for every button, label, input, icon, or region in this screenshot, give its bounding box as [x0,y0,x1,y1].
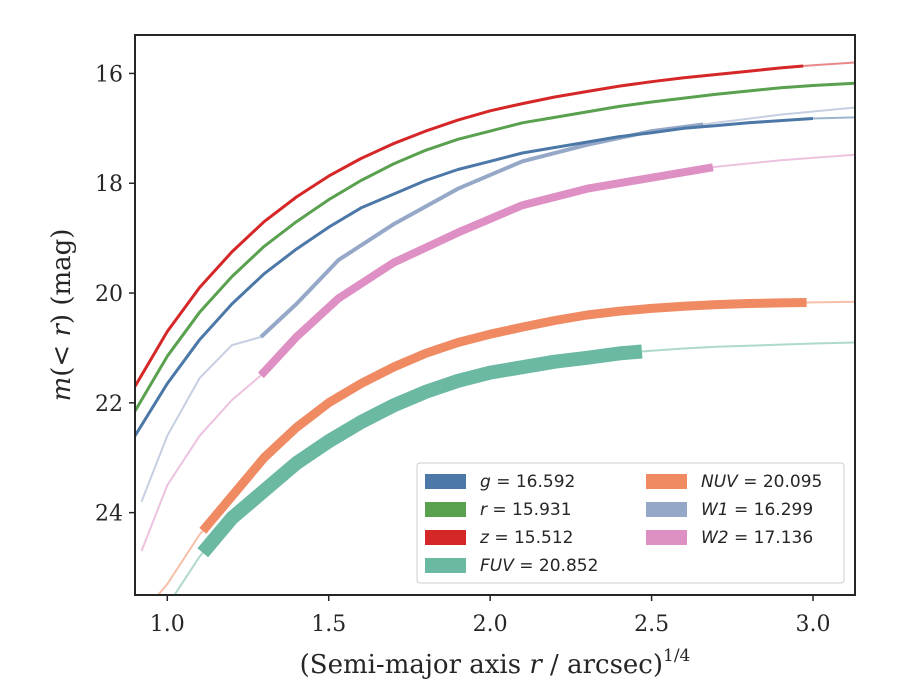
legend-band-value: = 20.852 [514,556,599,576]
legend-label-fuv: FUV = 20.852 [480,556,598,576]
series-g-line [135,117,814,437]
legend-swatch-nuv [646,474,687,489]
series-g-extrapolated-outer [812,116,855,120]
legend-swatch-w2 [646,530,687,545]
legend-band-name: z [479,528,490,548]
legend-band-name: g [480,472,491,492]
series-layer [135,61,855,595]
x-axis-title: (Semi-major axis r / arcsec)1/4 [300,646,691,680]
x-tick-label: 2.0 [473,612,508,637]
y-tick-label: 16 [95,62,123,87]
x-tick-label: 1.0 [150,612,185,637]
series-w1-extrapolated-inner [140,336,262,503]
legend-label-r: r = 15.931 [480,500,572,520]
series-w2-extrapolated-outer [712,153,855,169]
plot-frame [134,34,856,596]
y-axis-title-var2: r [47,323,77,337]
series-w1-extrapolated-outer [703,106,855,126]
x-axis-title-sup: 1/4 [663,646,690,666]
series-fuv-extrapolated-inner [173,552,204,595]
legend-frame [416,462,845,584]
ticks-layer: 1.0 1.5 2.0 2.5 3.0 16 18 20 22 24 [95,62,831,637]
y-axis-title: m(< r) (mag) [47,229,77,402]
y-axis-title-mid: (< [47,337,77,377]
legend-band-name: FUV [480,556,515,576]
legend-band-value: = 16.592 [491,472,576,492]
legend-band-value: = 16.299 [729,500,814,520]
series-z-extrapolated-outer [803,61,855,67]
legend-band-name: r [480,500,488,520]
legend-swatch-fuv [425,558,466,573]
legend-swatch-z [425,530,466,545]
legend-swatch-g [425,474,466,489]
x-tick-label: 1.5 [311,612,346,637]
y-axis-title-tail: ) (mag) [47,229,77,325]
x-axis-title-main: (Semi-major axis [300,650,530,680]
legend-label-z: z = 15.512 [479,528,573,548]
y-tick-label: 20 [95,282,123,307]
legend-band-name: W1 [701,500,729,520]
legend-label-nuv: NUV = 20.095 [701,472,822,492]
y-tick-label: 22 [95,392,123,417]
legend-swatch-w1 [646,502,687,517]
legend-band-value: = 17.136 [729,528,814,548]
legend-band-value: = 20.095 [738,472,823,492]
legend-band-name: W2 [701,528,729,548]
series-r-line [135,81,855,412]
series-fuv-line [197,344,643,558]
legend-label-w1: W1 = 16.299 [701,500,813,520]
legend-band-value: = 15.512 [489,528,574,548]
series-nuv-extrapolated-outer [806,300,855,304]
legend-label-g: g = 16.592 [480,472,575,492]
series-w2-extrapolated-inner [140,374,262,552]
series-nuv-line [199,298,807,534]
series-fuv-extrapolated-outer [641,341,855,353]
x-axis-title-tail: / arcsec) [542,650,663,680]
legend-swatch-r [425,502,466,517]
series-w2-line [257,163,714,379]
y-tick-label: 24 [95,502,123,527]
y-tick-label: 18 [95,172,123,197]
legend-label-w2: W2 = 17.136 [701,528,813,548]
series-nuv-extrapolated-inner [156,530,204,595]
legend-band-value: = 15.931 [487,500,572,520]
x-axis-title-var: r [529,650,543,680]
x-tick-label: 2.5 [634,612,669,637]
y-axis-title-var: m [47,377,77,402]
x-tick-label: 3.0 [796,612,831,637]
legend-band-name: NUV [701,472,739,492]
series-z-line [135,64,804,388]
